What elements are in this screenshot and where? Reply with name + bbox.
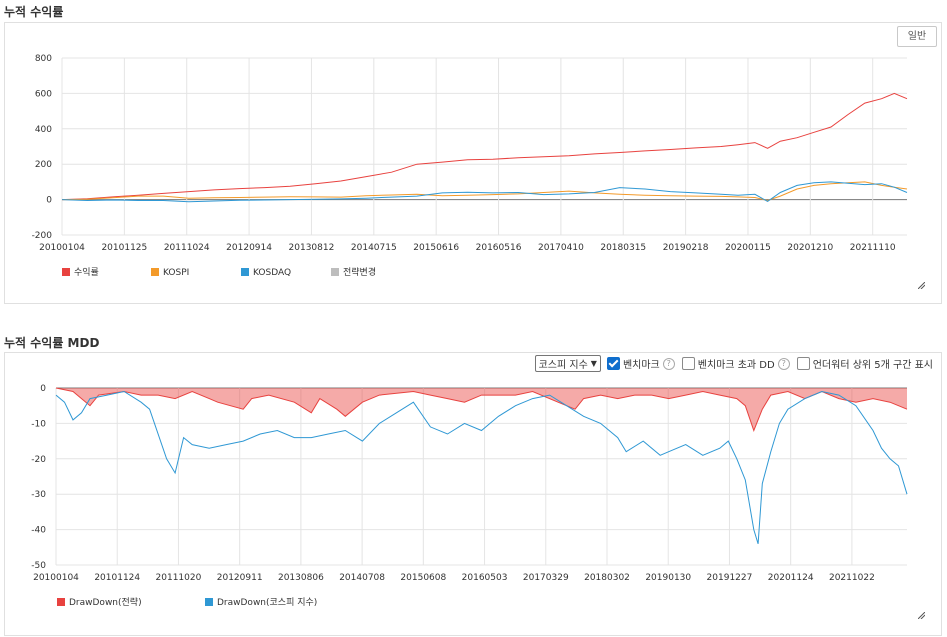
legend-swatch <box>205 598 213 606</box>
x-tick-label: 20150616 <box>413 243 459 253</box>
help-icon[interactable]: ? <box>777 357 790 370</box>
y-tick-label: -10 <box>31 419 46 429</box>
grid <box>61 57 907 236</box>
x-tick-label: 20200115 <box>725 243 771 253</box>
x-tick-label: 20170410 <box>538 243 584 253</box>
cumulative-return-chart: 800 600 400 200 0 -200 20100104 20101125 201110… <box>32 54 908 278</box>
series-line-1 <box>61 181 908 202</box>
benchmark-select[interactable]: 코스피 지수 ▼ <box>534 355 601 372</box>
grid <box>55 387 907 566</box>
mdd-controls: 코스피 지수 ▼ 벤치마크 ? 벤치마크 초과 DD ? 언더워터 상위 5개 구… <box>534 355 933 372</box>
x-tick-label: 20160503 <box>462 573 508 583</box>
y-tick-label: -200 <box>32 231 53 241</box>
y-tick-label: 800 <box>35 54 52 64</box>
legend-swatch <box>241 268 249 276</box>
legend: DrawDown(전략) DrawDown(코스피 지수) <box>57 596 317 608</box>
y-tick-label: 400 <box>35 125 52 135</box>
y-tick-label: 200 <box>35 160 52 170</box>
x-tick-label: 20100104 <box>33 573 79 583</box>
series-areas <box>55 387 908 544</box>
x-tick-label: 20101124 <box>94 573 140 583</box>
x-axis: 20100104 20101125 20111024 20120914 20130812… <box>39 243 896 253</box>
y-tick-label: -30 <box>31 490 46 500</box>
cumulative-return-panel: 일반 800 600 400 200 0 -200 20100104 20101125 201… <box>4 22 942 304</box>
benchmark-dd-checkbox-item[interactable]: 벤치마크 초과 DD ? <box>681 356 797 371</box>
x-tick-label: 20100104 <box>39 243 85 253</box>
x-tick-label: 20130812 <box>289 243 335 253</box>
y-tick-label: 0 <box>46 196 52 206</box>
x-tick-label: 20211022 <box>829 573 875 583</box>
section-title-cumulative-return: 누적 수익률 <box>4 5 64 19</box>
x-tick-label: 20130806 <box>278 573 324 583</box>
underwater-label: 언더워터 상위 5개 구간 표시 <box>812 360 933 371</box>
x-tick-label: 20101125 <box>101 243 147 253</box>
x-tick-label: 20180315 <box>600 243 646 253</box>
series-lines <box>61 92 908 203</box>
section-title-mdd: 누적 수익률 MDD <box>4 336 100 350</box>
legend-label: DrawDown(코스피 지수) <box>217 597 317 608</box>
x-tick-label: 20211110 <box>850 243 896 253</box>
x-axis: 20100104 20101124 20111020 20120911 20130806… <box>33 573 875 583</box>
x-tick-label: 20180302 <box>584 573 630 583</box>
x-tick-label: 20111024 <box>164 243 210 253</box>
y-axis: 800 600 400 200 0 -200 <box>32 54 53 241</box>
legend-label: KOSDAQ <box>253 268 291 278</box>
benchmark-label: 벤치마크 <box>622 360 660 371</box>
series-line-2 <box>61 181 908 203</box>
y-tick-label: -20 <box>31 455 46 465</box>
x-tick-label: 20191227 <box>707 573 753 583</box>
x-tick-label: 20190130 <box>645 573 691 583</box>
x-tick-label: 20140708 <box>339 573 385 583</box>
mdd-panel: 코스피 지수 ▼ 벤치마크 ? 벤치마크 초과 DD ? 언더워터 상위 5개 구… <box>4 352 942 636</box>
benchmark-dd-checkbox[interactable] <box>681 357 695 370</box>
x-tick-label: 20201124 <box>768 573 814 583</box>
benchmark-checkbox[interactable] <box>606 357 620 370</box>
legend-label: DrawDown(전략) <box>69 596 142 608</box>
y-tick-label: -40 <box>31 526 46 536</box>
x-tick-label: 20170329 <box>523 573 569 583</box>
x-tick-label: 20120914 <box>226 243 272 253</box>
general-mode-button[interactable]: 일반 <box>897 26 937 47</box>
underwater-checkbox[interactable] <box>796 357 810 370</box>
y-tick-label: 0 <box>40 384 46 394</box>
y-tick-label: -50 <box>31 561 46 571</box>
underwater-checkbox-item[interactable]: 언더워터 상위 5개 구간 표시 <box>796 356 933 371</box>
legend: 수익률 KOSPI KOSDAQ 전략변경 <box>62 266 376 278</box>
y-tick-label: 600 <box>35 89 52 99</box>
x-tick-label: 20190218 <box>663 243 709 253</box>
x-tick-label: 20201210 <box>787 243 833 253</box>
x-tick-label: 20111020 <box>156 573 202 583</box>
legend-swatch <box>62 268 70 276</box>
series-line-0 <box>55 387 908 432</box>
chevron-down-icon: ▼ <box>590 359 597 368</box>
legend-label: 전략변경 <box>343 266 376 278</box>
resize-handle-icon[interactable] <box>918 612 925 619</box>
benchmark-checkbox-item[interactable]: 벤치마크 ? <box>606 356 682 371</box>
x-tick-label: 20120911 <box>217 573 263 583</box>
help-icon[interactable]: ? <box>662 357 675 370</box>
x-tick-label: 20150608 <box>400 573 446 583</box>
series-line-1 <box>55 390 908 544</box>
legend-swatch <box>151 268 159 276</box>
legend-swatch <box>57 598 65 606</box>
benchmark-select-value: 코스피 지수 <box>538 360 588 371</box>
resize-handle-icon[interactable] <box>918 282 925 289</box>
legend-swatch <box>331 268 339 276</box>
series-area-0 <box>56 388 907 431</box>
legend-label: 수익률 <box>74 266 99 278</box>
mdd-chart: 0 -10 -20 -30 -40 -50 20100104 20101124 2011102… <box>31 384 908 608</box>
y-axis: 0 -10 -20 -30 -40 -50 <box>31 384 46 571</box>
benchmark-dd-label: 벤치마크 초과 DD <box>697 360 775 371</box>
x-tick-label: 20160516 <box>476 243 522 253</box>
series-line-0 <box>61 92 908 201</box>
legend-label: KOSPI <box>163 268 189 278</box>
x-tick-label: 20140715 <box>351 243 397 253</box>
